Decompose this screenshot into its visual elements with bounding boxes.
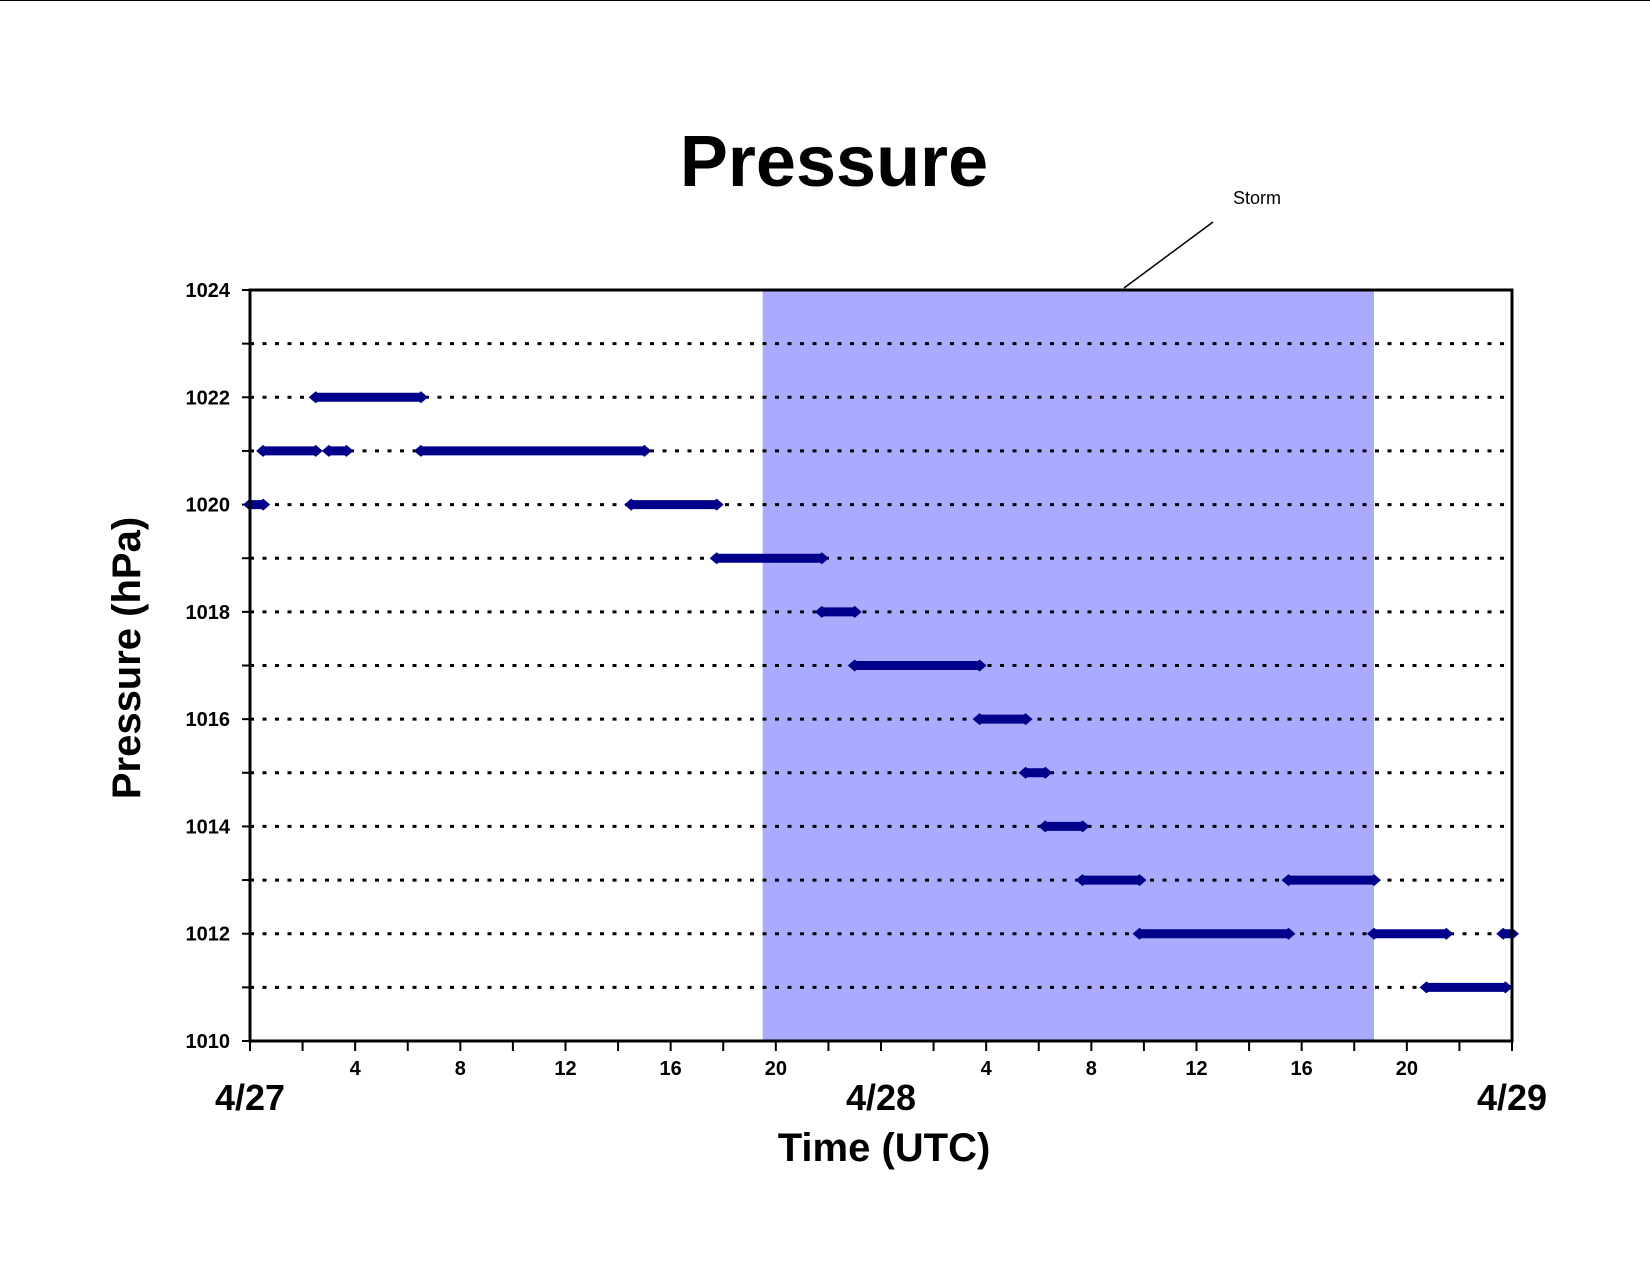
x-tick-label: 12 xyxy=(554,1058,576,1080)
data-point xyxy=(847,659,862,672)
data-point xyxy=(637,444,652,457)
data-point xyxy=(413,444,428,457)
storm-annotation-leader xyxy=(1123,221,1214,289)
y-tick-label: 1012 xyxy=(186,924,231,946)
top-rule xyxy=(0,0,1650,1)
y-tick-label: 1022 xyxy=(186,387,231,409)
data-point xyxy=(847,605,862,618)
data-point xyxy=(321,444,336,457)
data-point xyxy=(1281,874,1296,887)
x-axis-label: Time (UTC) xyxy=(778,1126,991,1170)
y-axis-label: Pressure (hPa) xyxy=(105,517,149,799)
y-tick-label: 1020 xyxy=(186,495,231,517)
y-tick-label: 1016 xyxy=(186,709,231,731)
x-tick-label: 4 xyxy=(981,1058,993,1080)
x-tick-label: 12 xyxy=(1185,1058,1207,1080)
data-point xyxy=(709,552,724,565)
data-point xyxy=(1496,927,1511,940)
plot-border xyxy=(248,288,1514,1043)
data-point xyxy=(1366,874,1381,887)
data-point xyxy=(1018,713,1033,726)
data-point xyxy=(1366,927,1381,940)
data-point xyxy=(256,498,271,511)
data-point xyxy=(339,444,354,457)
data-point xyxy=(972,713,987,726)
data-point xyxy=(308,444,323,457)
data-point xyxy=(413,391,428,404)
data-point xyxy=(1281,927,1296,940)
data-point xyxy=(624,498,639,511)
y-tick-label: 1014 xyxy=(186,816,231,838)
storm-annotation-label: Storm xyxy=(1233,188,1281,208)
x-tick-label: 20 xyxy=(765,1058,787,1080)
data-point xyxy=(814,605,829,618)
x-tick-label: 8 xyxy=(1086,1058,1097,1080)
chart-title: Pressure xyxy=(680,122,988,202)
data-point xyxy=(1075,820,1090,833)
y-tick-label: 1010 xyxy=(186,1031,231,1053)
x-date-label: 4/28 xyxy=(846,1077,916,1118)
data-point xyxy=(814,552,829,565)
data-point xyxy=(1132,927,1147,940)
data-point xyxy=(709,498,724,511)
data-point xyxy=(308,391,323,404)
x-date-label: 4/27 xyxy=(215,1077,285,1118)
x-tick-label: 20 xyxy=(1396,1058,1418,1080)
x-tick-label: 16 xyxy=(1291,1058,1313,1080)
data-point xyxy=(1018,766,1033,779)
data-point xyxy=(1498,981,1513,994)
x-tick-label: 4 xyxy=(350,1058,362,1080)
data-point xyxy=(972,659,987,672)
data-point xyxy=(256,444,271,457)
x-date-label: 4/29 xyxy=(1477,1077,1547,1118)
data-point xyxy=(1419,981,1434,994)
data-point xyxy=(1038,766,1053,779)
data-point xyxy=(1439,927,1454,940)
plot-area: 1010 1012 1014 1016 1018 1020 1022 1024 4 8 12 16 20… xyxy=(186,280,1548,1118)
data-point xyxy=(1038,820,1053,833)
data-point xyxy=(1132,874,1147,887)
y-tick-label: 1024 xyxy=(186,280,231,302)
x-tick-label: 8 xyxy=(455,1058,466,1080)
y-tick-label: 1018 xyxy=(186,602,231,624)
data-point xyxy=(1075,874,1090,887)
x-tick-label: 16 xyxy=(660,1058,682,1080)
